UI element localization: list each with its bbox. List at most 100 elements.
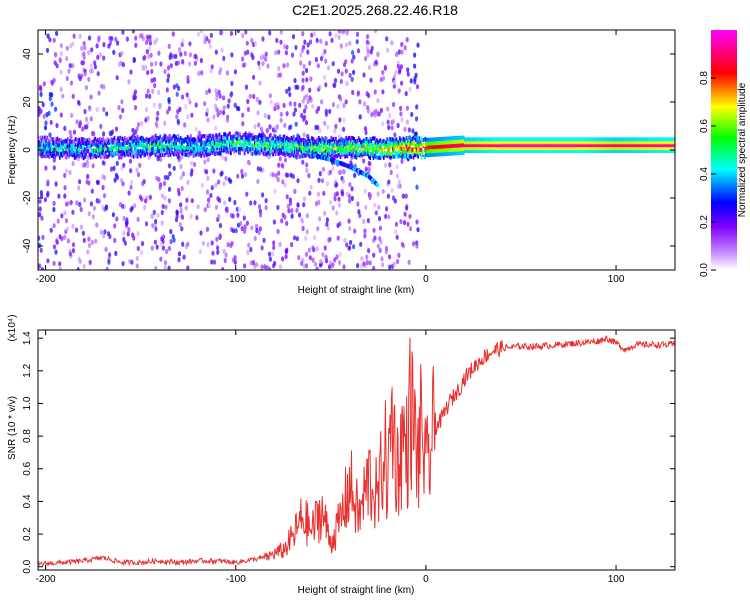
noise-mark bbox=[340, 71, 344, 77]
signal-mark bbox=[85, 141, 87, 146]
noise-mark bbox=[253, 124, 257, 130]
signal-mark bbox=[120, 145, 123, 150]
signal-mark bbox=[434, 137, 436, 142]
signal-mark bbox=[40, 141, 43, 145]
noise-mark bbox=[88, 35, 92, 41]
signal-mark bbox=[653, 143, 656, 148]
signal-mark bbox=[106, 137, 109, 142]
signal-mark bbox=[620, 140, 622, 145]
signal-mark bbox=[454, 151, 457, 156]
noise-mark bbox=[126, 231, 130, 237]
signal-mark bbox=[95, 142, 98, 147]
signal-mark bbox=[671, 143, 674, 148]
noise-mark bbox=[323, 49, 327, 55]
signal-mark bbox=[313, 151, 316, 155]
signal-mark bbox=[159, 153, 162, 158]
noise-mark bbox=[79, 224, 84, 230]
signal-mark bbox=[163, 137, 166, 142]
signal-mark bbox=[86, 138, 89, 143]
noise-mark bbox=[172, 84, 176, 90]
noise-mark bbox=[259, 166, 263, 172]
signal-mark bbox=[179, 143, 182, 148]
signal-mark bbox=[540, 143, 543, 148]
signal-mark bbox=[332, 145, 335, 150]
signal-mark bbox=[599, 146, 602, 151]
signal-mark bbox=[449, 136, 451, 141]
signal-mark bbox=[57, 138, 60, 143]
signal-mark bbox=[298, 147, 301, 152]
signal-mark bbox=[536, 137, 539, 142]
signal-mark bbox=[304, 143, 306, 148]
noise-mark bbox=[243, 50, 247, 56]
signal-mark bbox=[612, 143, 614, 148]
signal-mark bbox=[605, 143, 608, 148]
noise-mark bbox=[163, 120, 167, 126]
signal-mark bbox=[549, 137, 552, 142]
signal-mark bbox=[628, 146, 630, 151]
signal-mark bbox=[349, 152, 352, 156]
signal-mark bbox=[56, 142, 59, 147]
signal-mark bbox=[651, 137, 653, 142]
signal-mark bbox=[559, 146, 562, 151]
signal-mark bbox=[161, 153, 164, 157]
noise-mark bbox=[200, 182, 204, 189]
signal-mark bbox=[153, 142, 156, 147]
signal-mark bbox=[290, 152, 293, 157]
noise-mark bbox=[399, 111, 403, 117]
noise-mark bbox=[416, 42, 420, 48]
signal-mark bbox=[639, 137, 642, 142]
signal-mark bbox=[621, 140, 624, 145]
signal-mark bbox=[63, 145, 66, 149]
signal-mark bbox=[80, 154, 83, 159]
noise-mark bbox=[292, 111, 296, 117]
signal-mark bbox=[611, 149, 613, 153]
noise-mark bbox=[206, 242, 210, 248]
signal-mark bbox=[465, 143, 467, 148]
noise-mark bbox=[395, 234, 399, 240]
signal-mark bbox=[82, 156, 85, 161]
signal-mark bbox=[632, 140, 635, 145]
signal-mark bbox=[94, 148, 96, 153]
signal-mark bbox=[387, 147, 390, 152]
signal-mark bbox=[119, 154, 122, 159]
signal-mark bbox=[493, 146, 496, 151]
signal-mark bbox=[99, 155, 102, 160]
signal-mark bbox=[438, 137, 441, 142]
signal-mark bbox=[513, 146, 515, 151]
noise-mark bbox=[397, 88, 401, 94]
noise-mark bbox=[216, 245, 220, 251]
signal-mark bbox=[38, 140, 41, 145]
signal-mark bbox=[526, 140, 529, 145]
noise-mark bbox=[386, 47, 390, 53]
signal-mark bbox=[655, 146, 658, 151]
signal-mark bbox=[576, 149, 579, 153]
noise-mark bbox=[178, 47, 182, 53]
signal-mark bbox=[263, 137, 265, 142]
signal-mark bbox=[403, 154, 406, 159]
signal-mark bbox=[511, 140, 514, 145]
signal-mark bbox=[105, 143, 108, 148]
noise-mark bbox=[363, 188, 367, 194]
signal-mark bbox=[663, 143, 666, 148]
signal-mark bbox=[319, 144, 321, 148]
signal-mark bbox=[622, 140, 625, 145]
noise-mark bbox=[197, 130, 201, 136]
signal-mark bbox=[125, 141, 127, 145]
noise-mark bbox=[352, 69, 356, 75]
noise-mark bbox=[333, 196, 337, 202]
signal-mark bbox=[125, 151, 127, 155]
signal-mark bbox=[175, 144, 177, 149]
signal-mark bbox=[455, 151, 458, 156]
signal-mark bbox=[455, 139, 458, 144]
signal-mark bbox=[640, 143, 643, 148]
signal-mark bbox=[66, 137, 69, 142]
noise-mark bbox=[154, 60, 158, 66]
noise-mark bbox=[71, 93, 75, 99]
signal-mark bbox=[268, 146, 271, 151]
noise-mark bbox=[338, 169, 343, 175]
noise-mark bbox=[177, 85, 181, 91]
signal-mark bbox=[258, 140, 261, 145]
signal-mark bbox=[450, 147, 452, 152]
signal-mark bbox=[41, 135, 44, 140]
signal-mark bbox=[505, 143, 507, 148]
